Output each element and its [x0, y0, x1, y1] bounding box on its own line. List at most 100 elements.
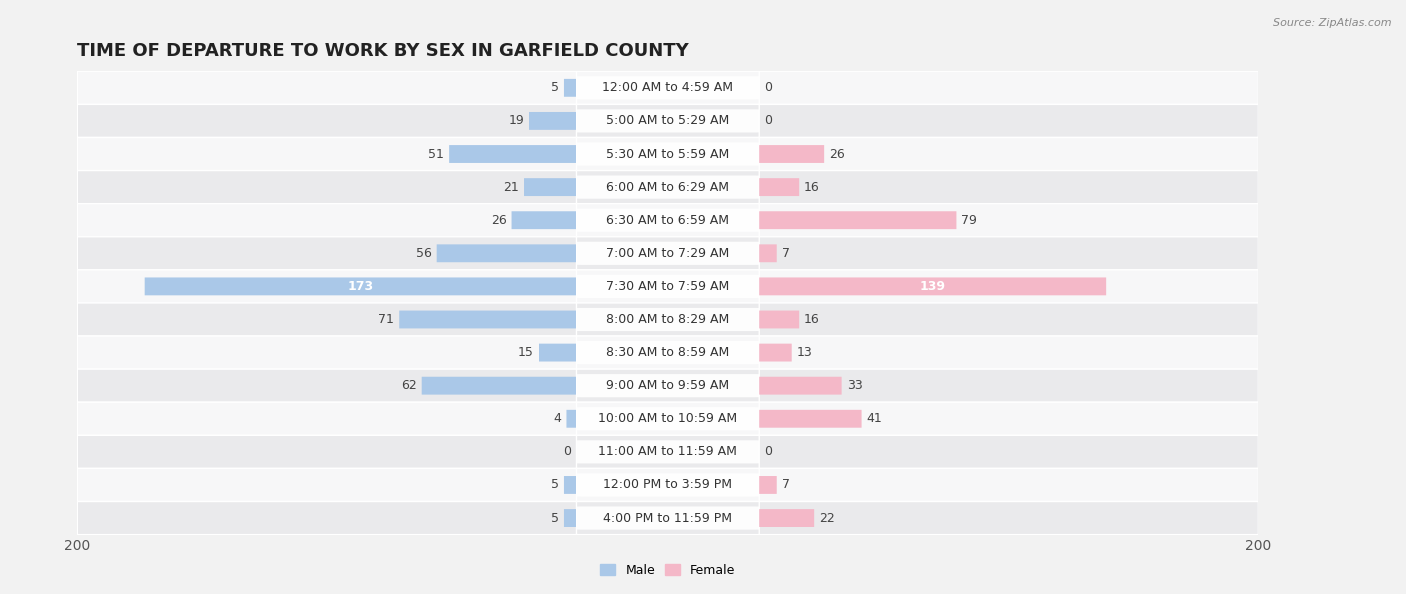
Text: 4:00 PM to 11:59 PM: 4:00 PM to 11:59 PM	[603, 511, 733, 525]
FancyBboxPatch shape	[564, 476, 576, 494]
FancyBboxPatch shape	[759, 476, 776, 494]
Text: 0: 0	[765, 115, 772, 128]
FancyBboxPatch shape	[449, 145, 576, 163]
FancyBboxPatch shape	[399, 311, 576, 328]
FancyBboxPatch shape	[759, 501, 1258, 535]
Text: 79: 79	[962, 214, 977, 227]
FancyBboxPatch shape	[759, 270, 1258, 303]
Text: 4: 4	[554, 412, 561, 425]
FancyBboxPatch shape	[576, 402, 759, 435]
FancyBboxPatch shape	[759, 377, 842, 394]
FancyBboxPatch shape	[77, 270, 576, 303]
Text: 5: 5	[551, 511, 560, 525]
Text: 7: 7	[782, 247, 790, 260]
Text: 12:00 PM to 3:59 PM: 12:00 PM to 3:59 PM	[603, 478, 733, 491]
FancyBboxPatch shape	[759, 71, 1258, 105]
FancyBboxPatch shape	[759, 344, 792, 362]
Text: 5:00 AM to 5:29 AM: 5:00 AM to 5:29 AM	[606, 115, 730, 128]
Text: 13: 13	[797, 346, 813, 359]
FancyBboxPatch shape	[529, 112, 576, 130]
Text: Source: ZipAtlas.com: Source: ZipAtlas.com	[1274, 18, 1392, 28]
Text: 71: 71	[378, 313, 394, 326]
Text: TIME OF DEPARTURE TO WORK BY SEX IN GARFIELD COUNTY: TIME OF DEPARTURE TO WORK BY SEX IN GARF…	[77, 42, 689, 59]
FancyBboxPatch shape	[538, 344, 576, 362]
FancyBboxPatch shape	[77, 105, 576, 137]
FancyBboxPatch shape	[571, 341, 765, 364]
Text: 11:00 AM to 11:59 AM: 11:00 AM to 11:59 AM	[599, 446, 737, 459]
FancyBboxPatch shape	[77, 237, 576, 270]
Text: 6:30 AM to 6:59 AM: 6:30 AM to 6:59 AM	[606, 214, 730, 227]
Text: 62: 62	[401, 379, 416, 392]
Text: 8:00 AM to 8:29 AM: 8:00 AM to 8:29 AM	[606, 313, 730, 326]
FancyBboxPatch shape	[759, 211, 956, 229]
FancyBboxPatch shape	[759, 145, 824, 163]
FancyBboxPatch shape	[576, 170, 759, 204]
Text: 26: 26	[830, 147, 845, 160]
FancyBboxPatch shape	[77, 303, 576, 336]
Text: 173: 173	[347, 280, 374, 293]
FancyBboxPatch shape	[576, 369, 759, 402]
FancyBboxPatch shape	[422, 377, 576, 394]
FancyBboxPatch shape	[571, 308, 765, 331]
Text: 5:30 AM to 5:59 AM: 5:30 AM to 5:59 AM	[606, 147, 730, 160]
FancyBboxPatch shape	[571, 473, 765, 497]
FancyBboxPatch shape	[759, 105, 1258, 137]
Text: 5: 5	[551, 81, 560, 94]
Text: 139: 139	[920, 280, 946, 293]
FancyBboxPatch shape	[564, 79, 576, 97]
FancyBboxPatch shape	[571, 208, 765, 232]
FancyBboxPatch shape	[759, 204, 1258, 237]
FancyBboxPatch shape	[512, 211, 576, 229]
FancyBboxPatch shape	[759, 369, 1258, 402]
Text: 7:00 AM to 7:29 AM: 7:00 AM to 7:29 AM	[606, 247, 730, 260]
FancyBboxPatch shape	[576, 105, 759, 137]
FancyBboxPatch shape	[759, 311, 799, 328]
FancyBboxPatch shape	[759, 435, 1258, 469]
FancyBboxPatch shape	[77, 369, 576, 402]
Text: 21: 21	[503, 181, 519, 194]
FancyBboxPatch shape	[145, 277, 576, 295]
FancyBboxPatch shape	[576, 270, 759, 303]
Legend: Male, Female: Male, Female	[595, 559, 741, 582]
FancyBboxPatch shape	[571, 440, 765, 463]
FancyBboxPatch shape	[759, 244, 776, 262]
Text: 0: 0	[564, 446, 571, 459]
FancyBboxPatch shape	[576, 137, 759, 170]
FancyBboxPatch shape	[576, 237, 759, 270]
FancyBboxPatch shape	[77, 402, 576, 435]
Text: 19: 19	[509, 115, 524, 128]
FancyBboxPatch shape	[567, 410, 576, 428]
FancyBboxPatch shape	[759, 410, 862, 428]
Text: 15: 15	[519, 346, 534, 359]
FancyBboxPatch shape	[77, 501, 576, 535]
Text: 16: 16	[804, 181, 820, 194]
Text: 0: 0	[765, 446, 772, 459]
Text: 51: 51	[429, 147, 444, 160]
FancyBboxPatch shape	[759, 336, 1258, 369]
FancyBboxPatch shape	[571, 374, 765, 397]
FancyBboxPatch shape	[77, 336, 576, 369]
FancyBboxPatch shape	[564, 509, 576, 527]
FancyBboxPatch shape	[571, 275, 765, 298]
FancyBboxPatch shape	[576, 435, 759, 469]
FancyBboxPatch shape	[571, 507, 765, 530]
Text: 33: 33	[846, 379, 862, 392]
Text: 7: 7	[782, 478, 790, 491]
Text: 22: 22	[820, 511, 835, 525]
FancyBboxPatch shape	[576, 469, 759, 501]
FancyBboxPatch shape	[77, 137, 576, 170]
FancyBboxPatch shape	[77, 469, 576, 501]
Text: 26: 26	[491, 214, 506, 227]
FancyBboxPatch shape	[759, 137, 1258, 170]
FancyBboxPatch shape	[571, 242, 765, 265]
FancyBboxPatch shape	[77, 71, 576, 105]
FancyBboxPatch shape	[571, 407, 765, 430]
FancyBboxPatch shape	[576, 501, 759, 535]
Text: 0: 0	[765, 81, 772, 94]
FancyBboxPatch shape	[576, 303, 759, 336]
FancyBboxPatch shape	[759, 237, 1258, 270]
Text: 7:30 AM to 7:59 AM: 7:30 AM to 7:59 AM	[606, 280, 730, 293]
FancyBboxPatch shape	[759, 303, 1258, 336]
Text: 16: 16	[804, 313, 820, 326]
Text: 12:00 AM to 4:59 AM: 12:00 AM to 4:59 AM	[602, 81, 734, 94]
